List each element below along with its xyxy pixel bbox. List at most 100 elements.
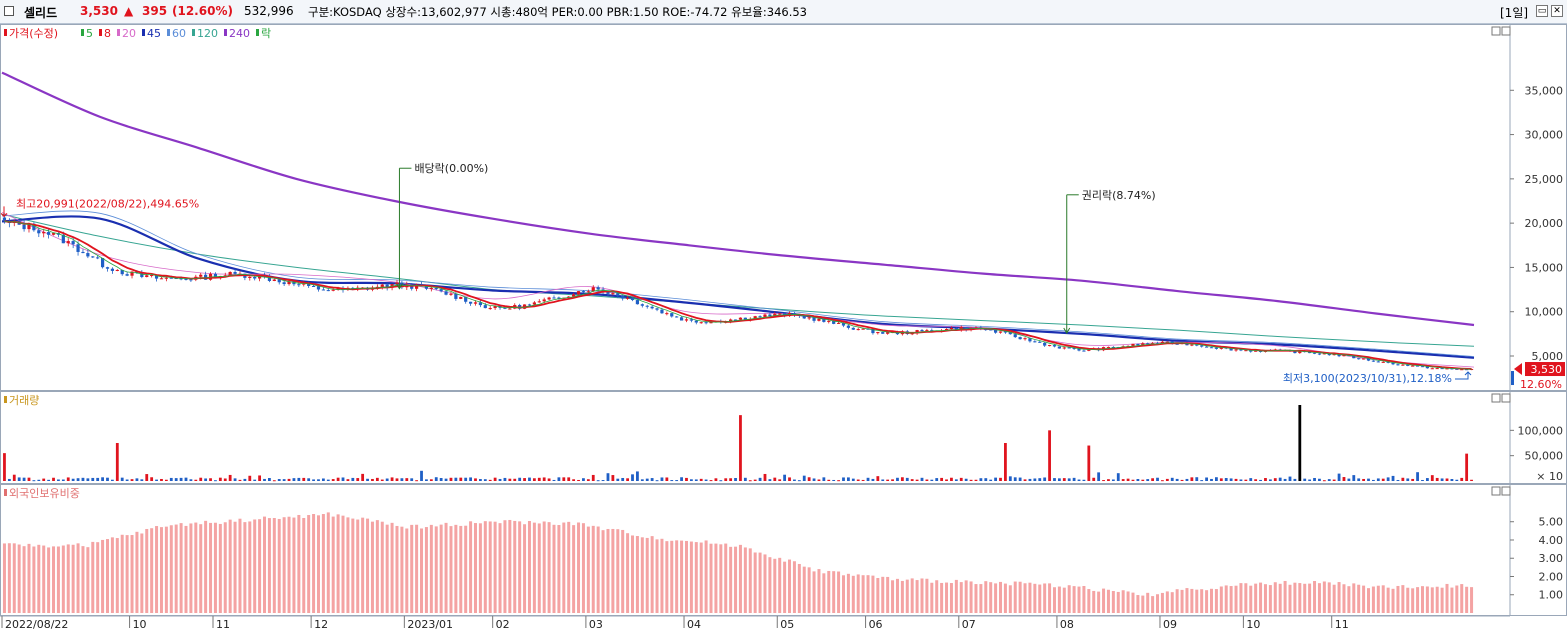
candle-body bbox=[1008, 332, 1012, 335]
foreign-bar bbox=[792, 561, 796, 613]
high-arrow-icon bbox=[0, 206, 8, 218]
foreign-bar bbox=[213, 522, 217, 613]
y-tick-label: 5.00 bbox=[1539, 516, 1564, 529]
y-tick-label: 15,000 bbox=[1525, 261, 1564, 274]
legend-item-2: 8 bbox=[104, 27, 111, 40]
volume-bar bbox=[317, 479, 320, 481]
volume-bar bbox=[292, 478, 296, 481]
candle-body bbox=[1052, 345, 1057, 347]
foreign-bar bbox=[385, 524, 389, 613]
volume-bar bbox=[640, 479, 644, 481]
volume-bar bbox=[155, 479, 158, 481]
period-selector[interactable]: [1일] bbox=[1500, 6, 1529, 20]
x-tick-label: 06 bbox=[869, 618, 883, 630]
foreign-bar bbox=[380, 521, 384, 613]
candle-body bbox=[630, 297, 635, 301]
foreign-bar bbox=[763, 554, 767, 613]
foreign-bar bbox=[1013, 581, 1017, 613]
foreign-bar bbox=[115, 538, 119, 613]
volume-bar bbox=[488, 479, 492, 481]
candle-body bbox=[91, 256, 95, 258]
volume-bar bbox=[1283, 478, 1287, 481]
foreign-bar bbox=[420, 528, 424, 613]
volume-bar bbox=[1416, 472, 1419, 481]
candle-body bbox=[1131, 343, 1135, 346]
volume-bar bbox=[12, 474, 16, 481]
volume-bar bbox=[1273, 478, 1277, 481]
y-tick-label: 100,000 bbox=[1518, 424, 1564, 437]
foreign-bar bbox=[611, 528, 615, 613]
foreign-bar bbox=[1146, 592, 1150, 613]
candle-body bbox=[424, 285, 429, 289]
foreign-bar bbox=[1440, 587, 1444, 613]
foreign-bar bbox=[1244, 583, 1248, 613]
candle-body bbox=[1087, 349, 1091, 351]
volume-bar bbox=[577, 479, 580, 481]
volume-bar bbox=[1264, 478, 1267, 481]
candle-body bbox=[1234, 349, 1238, 351]
foreign-bar bbox=[194, 522, 198, 613]
volume-bar bbox=[341, 477, 345, 481]
candle-body bbox=[1204, 346, 1209, 348]
volume-bar bbox=[1219, 478, 1223, 481]
foreign-bar bbox=[547, 522, 551, 613]
foreign-bar bbox=[258, 519, 262, 613]
foreign-bar bbox=[1082, 585, 1086, 613]
pane-minimize-icon bbox=[1491, 393, 1501, 403]
foreign-bar bbox=[253, 519, 257, 613]
candle-body bbox=[532, 302, 536, 305]
candle-body bbox=[228, 271, 232, 276]
candle-body bbox=[670, 313, 674, 317]
volume-bar bbox=[611, 475, 615, 481]
foreign-bar bbox=[61, 545, 65, 613]
ma-240-line bbox=[1, 71, 1475, 327]
candle-body bbox=[989, 329, 993, 331]
foreign-bar bbox=[1288, 584, 1292, 613]
candle-body bbox=[61, 234, 65, 244]
volume-bar bbox=[150, 477, 154, 481]
x-tick-label: 08 bbox=[1060, 618, 1074, 630]
legend-item-1: 5 bbox=[86, 27, 93, 40]
foreign-bar bbox=[758, 552, 762, 613]
checkbox-icon[interactable] bbox=[4, 6, 14, 16]
volume-bar bbox=[1165, 478, 1169, 481]
foreign-bar bbox=[120, 534, 124, 613]
foreign-bar bbox=[1003, 583, 1007, 613]
foreign-bar bbox=[1008, 585, 1012, 613]
candle-body bbox=[910, 333, 914, 335]
volume-bar bbox=[542, 477, 546, 481]
foreign-bar bbox=[743, 547, 747, 613]
date-axis: 2022/08/22 10 11 12 2023/01 02 03 04 05 06 07 08 09 1… bbox=[0, 615, 1510, 630]
volume-bar bbox=[1190, 477, 1194, 481]
foreign-bar bbox=[321, 514, 325, 613]
candle-body bbox=[1317, 353, 1322, 355]
high-annotation: 최고20,991(2022/08/22),494.65% bbox=[16, 197, 199, 210]
foreign-bar bbox=[1293, 582, 1297, 613]
volume-bar bbox=[1322, 480, 1326, 482]
foreign-bar bbox=[454, 524, 458, 613]
volume-bar bbox=[415, 480, 419, 482]
candle-body bbox=[542, 299, 546, 302]
volume-bar bbox=[1337, 473, 1341, 481]
candle-body bbox=[1308, 352, 1312, 354]
foreign-bar bbox=[581, 523, 585, 613]
volume-bar bbox=[518, 477, 522, 481]
volume-bar bbox=[773, 477, 777, 481]
volume-bar bbox=[61, 479, 65, 481]
volume-bar bbox=[1053, 478, 1056, 481]
maximize-icon[interactable]: ▭ bbox=[1536, 5, 1548, 17]
volume-bar bbox=[1097, 472, 1101, 481]
volume-bar bbox=[390, 477, 394, 481]
volume-bar bbox=[1170, 477, 1174, 481]
close-icon[interactable]: ✕ bbox=[1551, 5, 1563, 17]
candle-body bbox=[753, 316, 757, 319]
volume-bar bbox=[557, 477, 561, 481]
foreign-bar bbox=[1195, 589, 1199, 613]
volume-bar bbox=[591, 474, 595, 481]
volume-bar bbox=[508, 478, 512, 481]
foreign-bar bbox=[851, 575, 855, 613]
foreign-bar bbox=[164, 526, 168, 613]
candle-body bbox=[773, 313, 777, 317]
foreign-bar bbox=[979, 584, 983, 613]
volume-bar bbox=[655, 480, 659, 482]
